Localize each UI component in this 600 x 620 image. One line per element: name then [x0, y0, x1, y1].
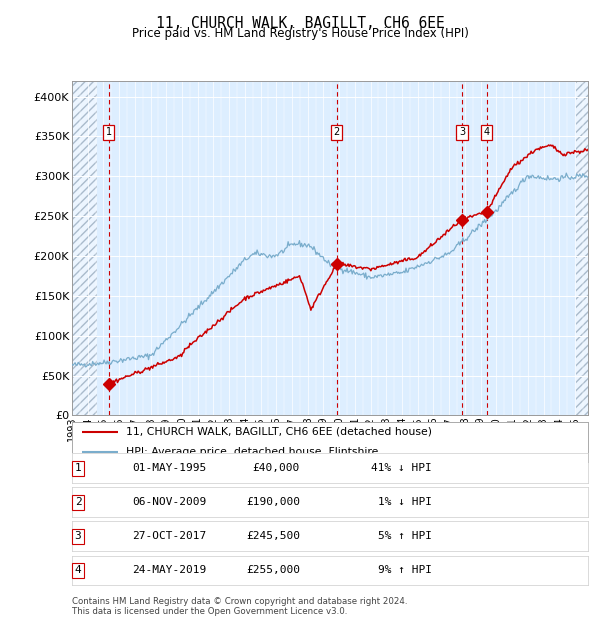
- Text: Price paid vs. HM Land Registry's House Price Index (HPI): Price paid vs. HM Land Registry's House …: [131, 27, 469, 40]
- Text: 27-OCT-2017: 27-OCT-2017: [132, 531, 206, 541]
- Text: 3: 3: [74, 531, 82, 541]
- Text: 11, CHURCH WALK, BAGILLT, CH6 6EE (detached house): 11, CHURCH WALK, BAGILLT, CH6 6EE (detac…: [126, 427, 432, 436]
- Text: 1: 1: [74, 463, 82, 473]
- Text: 1% ↓ HPI: 1% ↓ HPI: [378, 497, 432, 507]
- Text: 5% ↑ HPI: 5% ↑ HPI: [378, 531, 432, 541]
- Text: £40,000: £40,000: [253, 463, 300, 473]
- Text: HPI: Average price, detached house, Flintshire: HPI: Average price, detached house, Flin…: [126, 447, 379, 457]
- Text: This data is licensed under the Open Government Licence v3.0.: This data is licensed under the Open Gov…: [72, 607, 347, 616]
- Text: 11, CHURCH WALK, BAGILLT, CH6 6EE: 11, CHURCH WALK, BAGILLT, CH6 6EE: [155, 16, 445, 30]
- Text: 4: 4: [484, 128, 490, 138]
- Text: 9% ↑ HPI: 9% ↑ HPI: [378, 565, 432, 575]
- Text: 4: 4: [74, 565, 82, 575]
- Text: £245,500: £245,500: [246, 531, 300, 541]
- Text: 06-NOV-2009: 06-NOV-2009: [132, 497, 206, 507]
- Text: 2: 2: [74, 497, 82, 507]
- Text: Contains HM Land Registry data © Crown copyright and database right 2024.: Contains HM Land Registry data © Crown c…: [72, 597, 407, 606]
- Text: £190,000: £190,000: [246, 497, 300, 507]
- Text: 2: 2: [334, 128, 340, 138]
- Text: 1: 1: [106, 128, 112, 138]
- Text: 01-MAY-1995: 01-MAY-1995: [132, 463, 206, 473]
- Text: 41% ↓ HPI: 41% ↓ HPI: [371, 463, 432, 473]
- Text: £255,000: £255,000: [246, 565, 300, 575]
- Text: 24-MAY-2019: 24-MAY-2019: [132, 565, 206, 575]
- Text: 3: 3: [459, 128, 466, 138]
